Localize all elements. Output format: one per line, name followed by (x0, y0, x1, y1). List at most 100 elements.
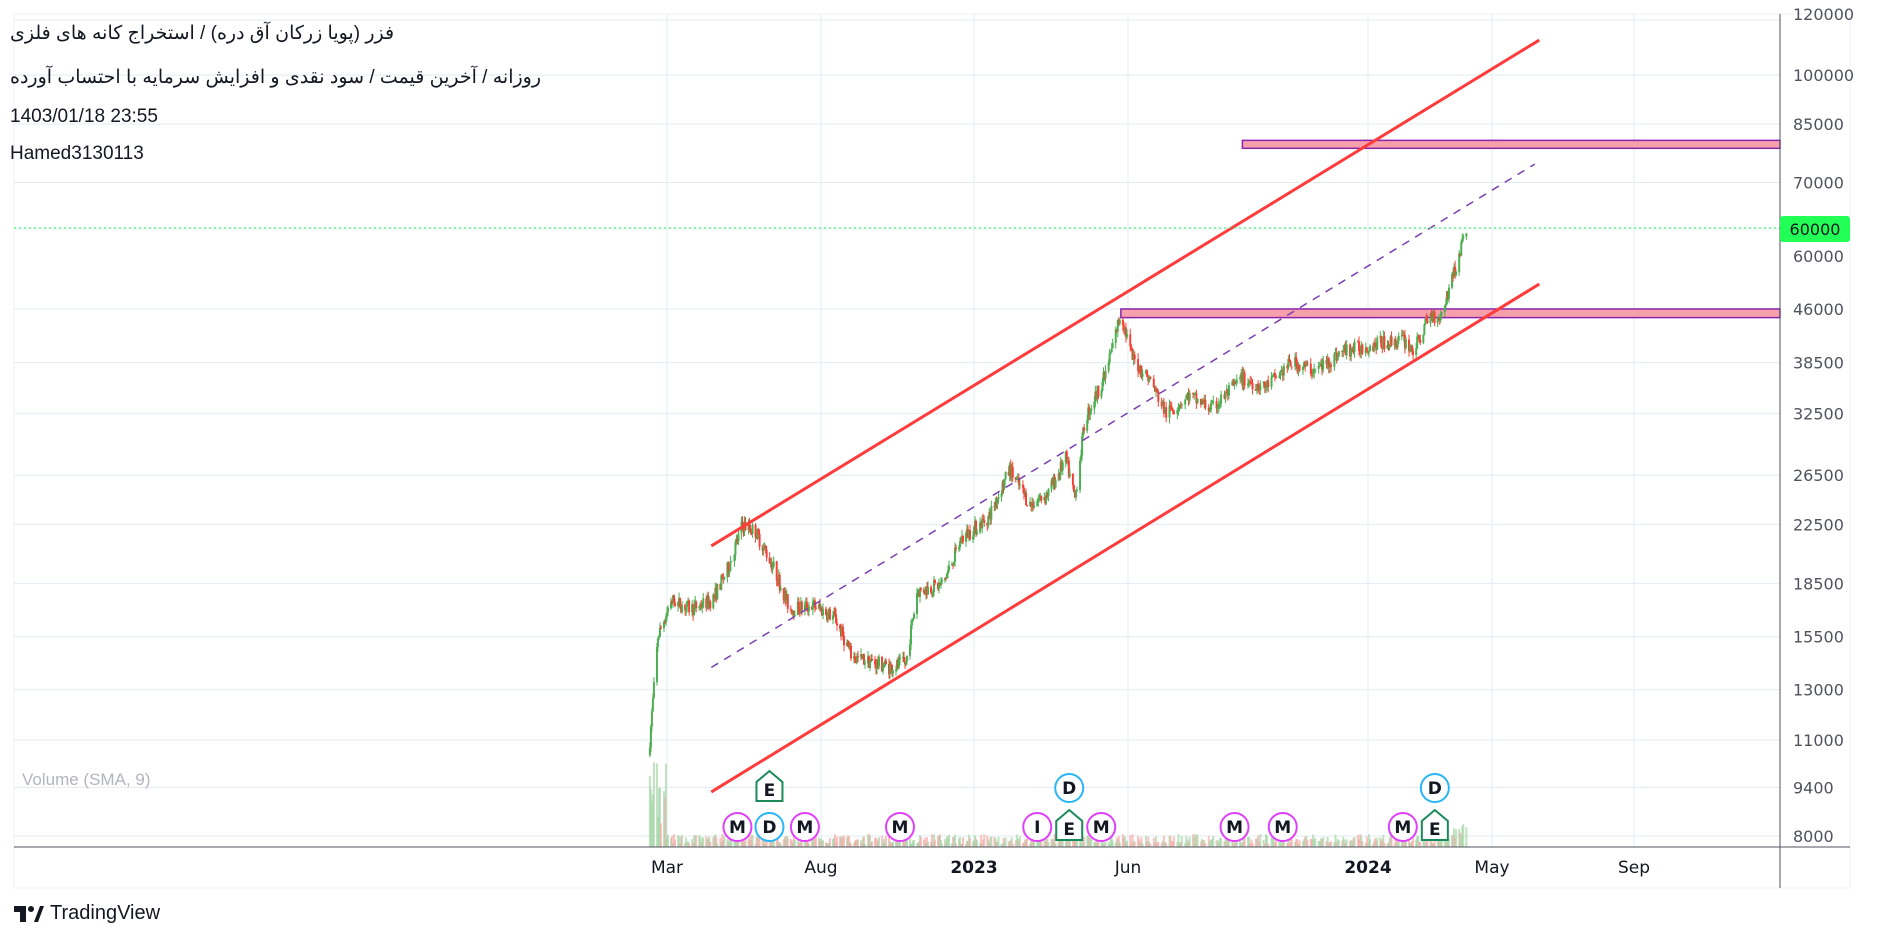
candle-body (709, 601, 712, 609)
event-marker-magenta[interactable]: M (1267, 812, 1298, 842)
candle-body (1271, 375, 1274, 377)
candle-body (779, 588, 782, 591)
event-marker-earnings[interactable]: E (1055, 808, 1084, 841)
event-marker-magenta[interactable]: M (885, 812, 915, 842)
candle-body (741, 521, 744, 525)
event-marker-magenta[interactable]: M (1219, 812, 1250, 842)
tradingview-logo[interactable]: TradingView (14, 902, 160, 925)
candle-body (737, 533, 740, 542)
volume-bar (692, 842, 695, 847)
volume-bar (1241, 841, 1244, 847)
candle-body (1068, 473, 1071, 477)
event-marker-dividend[interactable]: D (1054, 773, 1085, 803)
volume-bar (1459, 832, 1462, 847)
volume-bar (699, 836, 702, 847)
candle-body (940, 581, 942, 584)
volume-bar (1022, 842, 1025, 847)
candle-body (1187, 393, 1190, 401)
candle-body (1266, 380, 1269, 388)
candle-body (1401, 334, 1404, 336)
volume-bar (1160, 843, 1163, 847)
candle-body (771, 566, 774, 570)
candle-body (1199, 398, 1202, 405)
event-marker-magenta[interactable]: M (789, 812, 820, 842)
event-letter: D (762, 818, 776, 838)
candle-body (666, 612, 668, 617)
price-axis[interactable]: 120000 100000 85000 70000 60000 46000 38500 325… (1793, 5, 1854, 846)
candle-body (1411, 345, 1414, 351)
volume-bar (1007, 841, 1010, 847)
volume-bar (1248, 837, 1251, 847)
candle-body (1423, 324, 1426, 335)
volume-bar (986, 835, 989, 847)
volume-bar (1422, 838, 1425, 847)
candle-body (1262, 381, 1265, 385)
candle-body (1009, 464, 1012, 479)
volume-bar (775, 834, 778, 847)
candle-body (1177, 408, 1180, 411)
volume-bar (1287, 835, 1290, 847)
candle-body (898, 659, 900, 667)
volume-bar (1169, 835, 1172, 847)
candle-body (663, 621, 666, 623)
volume-bar (757, 837, 760, 847)
event-marker-earnings[interactable]: E (1420, 808, 1449, 841)
candle-body (885, 660, 887, 664)
candle-body (1454, 266, 1457, 275)
volume-bar (981, 843, 984, 847)
volume-bar (881, 835, 883, 847)
candle-body (1365, 347, 1368, 352)
event-marker-magenta[interactable]: M (1086, 812, 1117, 842)
volume-bar (1046, 839, 1049, 847)
event-letter: M (796, 818, 813, 838)
event-markers[interactable]: M DEM M I EDM M M M ED (722, 769, 1450, 842)
candle-body (664, 616, 667, 623)
volume-bar (1039, 840, 1042, 847)
volume-bar (708, 836, 711, 847)
volume-bar (909, 838, 911, 847)
candle-body (1144, 370, 1147, 374)
volume-bar (1410, 842, 1413, 847)
candle-body (972, 536, 974, 540)
volume-bar (1101, 843, 1104, 847)
candle-body (1432, 311, 1435, 322)
volume-bar (1254, 838, 1257, 847)
volume-bar (836, 836, 838, 847)
event-marker-earnings[interactable]: E (755, 769, 784, 802)
volume-bar (969, 837, 971, 847)
candle-body (687, 600, 690, 602)
candle-body (1233, 380, 1236, 385)
trendlines[interactable] (14, 38, 1780, 794)
candle-body (1226, 389, 1229, 396)
candle-body (1010, 466, 1013, 479)
volume-bar (1225, 838, 1228, 847)
volume-bar (1139, 841, 1142, 847)
trendline-midline-dashed (710, 163, 1536, 669)
volume-bar (714, 834, 717, 847)
dividend-icon (1054, 773, 1085, 803)
candle-body (1422, 334, 1425, 343)
candle-body (733, 555, 736, 562)
volume-bar (1321, 839, 1324, 847)
event-marker-dividend[interactable]: D (754, 812, 785, 842)
candle-body (1286, 365, 1289, 369)
volume-bar (1393, 843, 1396, 847)
candle-body (1263, 381, 1266, 388)
time-axis[interactable]: Mar Aug 2023 Jun 2024 May Sep (651, 858, 1650, 878)
event-marker-magenta[interactable]: M (1387, 812, 1418, 842)
candle-body (948, 565, 950, 571)
event-marker-magenta[interactable]: M (722, 812, 753, 842)
candle-body (1280, 369, 1283, 371)
event-marker-magenta[interactable]: I (1022, 812, 1053, 842)
chart-frame (13, 13, 1851, 889)
volume-bar (1415, 839, 1418, 847)
volume-bar (1123, 836, 1126, 847)
volume-indicator-legend[interactable]: Volume (SMA, 9) (22, 770, 151, 789)
volume-bar (1240, 842, 1243, 847)
candle-body (1304, 362, 1307, 367)
volume-bar (931, 834, 933, 847)
candle-body (1060, 462, 1063, 471)
event-marker-dividend[interactable]: D (1419, 773, 1450, 803)
volume-bar (1053, 834, 1056, 847)
